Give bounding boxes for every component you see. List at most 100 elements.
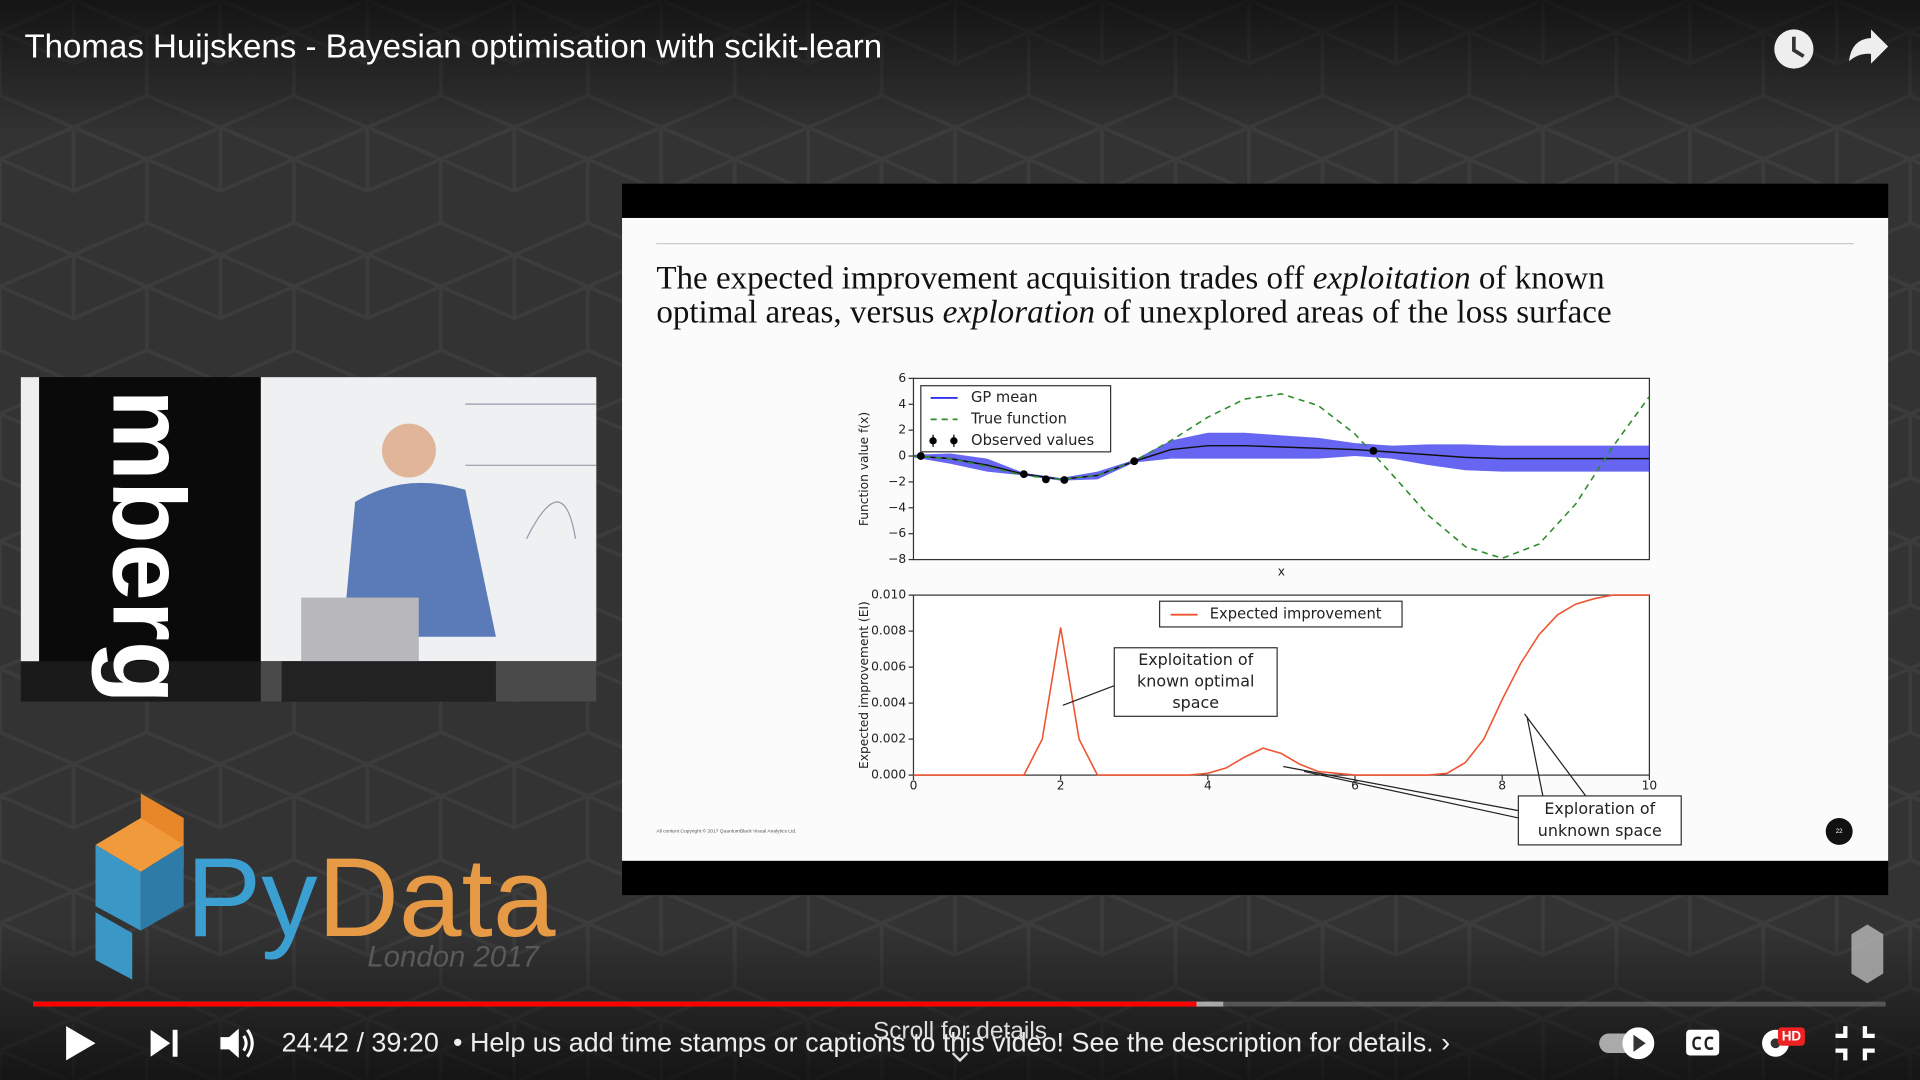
title-text: of known bbox=[1471, 260, 1605, 296]
logo-subtitle: London 2017 bbox=[367, 941, 540, 974]
volume-waves bbox=[242, 1028, 254, 1058]
hd-label: HD bbox=[1782, 1029, 1802, 1044]
settings-button[interactable]: HD bbox=[1762, 1027, 1805, 1057]
y-tick-label: 0.000 bbox=[871, 768, 906, 782]
y-tick-label: −4 bbox=[888, 500, 906, 514]
channel-watermark[interactable] bbox=[1851, 924, 1884, 984]
slide-charts: 6 4 2 0 −2 −4 −6 −8 x Function value f(x) GP mean T… bbox=[857, 371, 1682, 846]
legend-label: Observed values bbox=[971, 432, 1094, 449]
logo-cube bbox=[95, 817, 184, 872]
clock-hands bbox=[1792, 36, 1805, 58]
video-title[interactable]: Thomas Huijskens - Bayesian optimisation… bbox=[24, 29, 882, 66]
legend-label: GP mean bbox=[971, 389, 1038, 406]
x-tick-label: 8 bbox=[1498, 779, 1506, 793]
x-tick-label: 0 bbox=[910, 779, 918, 793]
slide-title-line: The expected improvement acquisition tra… bbox=[656, 260, 1605, 296]
podium bbox=[281, 661, 496, 702]
speaker-inset: mberg bbox=[20, 377, 597, 704]
observed-point bbox=[1369, 446, 1378, 455]
observed-point bbox=[916, 452, 925, 460]
speaker-icon bbox=[220, 1028, 239, 1058]
laptop bbox=[301, 597, 419, 662]
annotation-text: space bbox=[1172, 693, 1219, 712]
share-button[interactable] bbox=[1848, 29, 1889, 64]
annotation-box bbox=[1113, 647, 1278, 717]
annotation-arrow bbox=[1283, 765, 1519, 812]
y-tick-label: 6 bbox=[898, 371, 906, 385]
volume-button[interactable] bbox=[220, 1028, 254, 1058]
exit-fullscreen-button[interactable] bbox=[1835, 1026, 1875, 1061]
screen-plot bbox=[465, 403, 597, 540]
y-axis-label: Expected improvement (EI) bbox=[857, 601, 871, 769]
y-axis-label: Function value f(x) bbox=[857, 412, 871, 526]
observed-point bbox=[1019, 470, 1028, 479]
observed-point bbox=[1060, 476, 1069, 484]
page-number: 22 bbox=[1836, 828, 1843, 835]
y-tick-label: 0.010 bbox=[871, 588, 906, 602]
caption-notice[interactable]: • Help us add time stamps or captions to… bbox=[453, 1028, 1450, 1058]
title-text: The expected improvement acquisition tra… bbox=[656, 260, 1312, 296]
next-icon bbox=[150, 1029, 171, 1057]
annotation-box bbox=[1517, 795, 1682, 846]
logo-cube bbox=[95, 844, 141, 931]
gp-mean-line bbox=[913, 444, 1650, 481]
slide-copyright: All content Copyright © 2017 QuantumBlac… bbox=[656, 828, 796, 835]
pydata-logo: PyData London 2017 bbox=[95, 793, 556, 980]
y-tick-label: −2 bbox=[888, 474, 906, 488]
annotation-arrow bbox=[1523, 713, 1587, 797]
logo-cube bbox=[95, 912, 133, 980]
annotation-arrow bbox=[1526, 716, 1544, 797]
x-tick-label: 10 bbox=[1642, 779, 1658, 793]
logo-text: PyData bbox=[186, 834, 556, 960]
watch-later-button[interactable] bbox=[1774, 29, 1814, 69]
x-tick-label: 2 bbox=[1057, 779, 1065, 793]
time-display: 24:42 / 39:20 bbox=[282, 1028, 439, 1058]
captions-button[interactable] bbox=[1686, 1029, 1720, 1056]
scroll-hint[interactable]: Scroll for details bbox=[873, 1018, 1047, 1045]
y-tick-label: −6 bbox=[888, 526, 906, 540]
annotation-text: known optimal bbox=[1137, 672, 1254, 691]
legend bbox=[1158, 600, 1403, 628]
observed-point bbox=[1042, 475, 1050, 484]
progress-played bbox=[33, 1001, 1197, 1007]
y-tick-label: −8 bbox=[888, 552, 906, 566]
banner-text: mberg bbox=[92, 389, 207, 703]
scroll-chevron bbox=[951, 1052, 969, 1063]
y-tick-label: 0.006 bbox=[871, 660, 906, 674]
legend-label: Expected improvement bbox=[1210, 606, 1382, 623]
y-tick-label: 0.004 bbox=[871, 696, 906, 710]
x-tick-label: 6 bbox=[1351, 779, 1359, 793]
ei-line bbox=[913, 594, 1650, 776]
title-text: optimal areas, versus bbox=[656, 294, 942, 330]
banner bbox=[39, 377, 261, 662]
page-badge bbox=[1825, 817, 1853, 845]
observed-point bbox=[1130, 457, 1139, 466]
cc-letters bbox=[1692, 1036, 1714, 1050]
y-tick-label: 0.008 bbox=[871, 624, 906, 638]
confidence-band bbox=[913, 432, 1650, 481]
annotation-text: Exploration of bbox=[1544, 799, 1655, 818]
x-axis-label: x bbox=[1278, 564, 1285, 578]
cc-icon bbox=[1686, 1029, 1720, 1056]
y-tick-label: 2 bbox=[898, 423, 906, 437]
y-tick-label: 4 bbox=[898, 397, 906, 411]
annotation-arrow bbox=[1062, 685, 1115, 706]
true-function-line bbox=[913, 393, 1651, 560]
logo-cube bbox=[140, 844, 184, 931]
slide-title-line: optimal areas, versus exploration of une… bbox=[656, 294, 1611, 330]
title-emphasis: exploration bbox=[943, 294, 1095, 330]
next-button[interactable] bbox=[150, 1029, 178, 1057]
title-text: of unexplored areas of the loss surface bbox=[1095, 294, 1612, 330]
top-gradient bbox=[0, 0, 1920, 135]
autoplay-toggle[interactable] bbox=[1599, 1027, 1655, 1060]
y-tick-label: 0.002 bbox=[871, 732, 906, 746]
annotation-text: Exploitation of bbox=[1138, 650, 1253, 669]
next-bar bbox=[172, 1029, 178, 1057]
legend-label: True function bbox=[970, 410, 1067, 427]
hd-badge bbox=[1777, 1027, 1805, 1046]
y-tick-label: 0 bbox=[898, 449, 906, 463]
speaker-head bbox=[382, 423, 436, 478]
play-button[interactable] bbox=[66, 1026, 96, 1061]
